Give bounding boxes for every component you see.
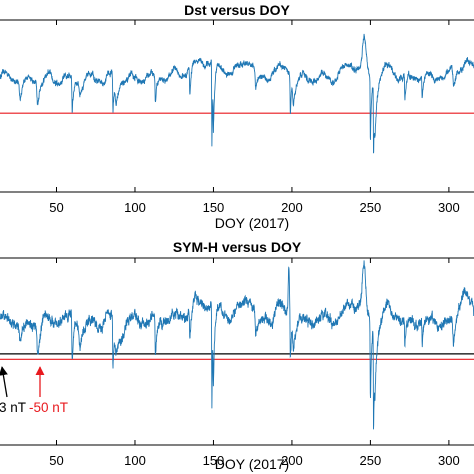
dst-series-line bbox=[0, 33, 474, 154]
dst-x-tick-label: 150 bbox=[203, 200, 225, 215]
dst-x-axis-label: DOY (2017) bbox=[215, 215, 289, 231]
dst-plot-area: 50 100 150 200 250 300 bbox=[0, 19, 474, 215]
symh-series-line bbox=[0, 260, 474, 430]
symh-x-tick-label: 150 bbox=[203, 453, 225, 468]
symh-chart-title: SYM-H versus DOY bbox=[173, 239, 302, 255]
annotation-label-black: 3 nT bbox=[0, 400, 26, 415]
dst-x-tick-label: 300 bbox=[438, 200, 460, 215]
symh-x-tick-label: 250 bbox=[360, 453, 382, 468]
dst-x-tick-label: 250 bbox=[360, 200, 382, 215]
symh-x-ticks: 50 100 150 200 250 300 bbox=[49, 258, 460, 468]
symh-x-tick-label: 300 bbox=[438, 453, 460, 468]
dst-x-ticks: 50 100 150 200 250 300 bbox=[49, 20, 460, 215]
dst-x-tick-label: 200 bbox=[281, 200, 303, 215]
annotation-label-red: -50 nT bbox=[29, 400, 68, 415]
symh-x-tick-label: 50 bbox=[49, 453, 63, 468]
dst-chart-title: Dst versus DOY bbox=[184, 2, 290, 18]
symh-x-axis-label: DOY (2017) bbox=[215, 456, 289, 472]
dst-x-tick-label: 100 bbox=[124, 200, 146, 215]
symh-x-tick-label: 100 bbox=[124, 453, 146, 468]
symh-plot-area: 50 100 150 200 250 300 bbox=[0, 257, 474, 468]
symh-x-tick-label: 200 bbox=[281, 453, 303, 468]
dst-x-tick-label: 50 bbox=[49, 200, 63, 215]
annotation-arrow-black bbox=[0, 366, 8, 398]
